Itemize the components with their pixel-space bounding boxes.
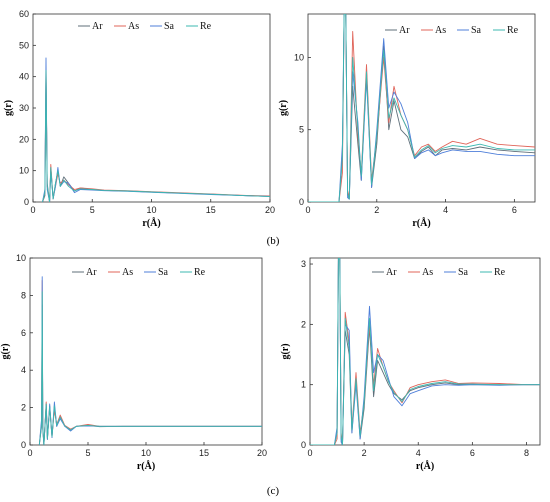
x-tick-label: 2 <box>374 205 379 215</box>
panel-b-left: 0 5 10 15 20 0 10 20 30 40 50 60 r(Å) g(r) Ar As Sa Re <box>3 9 275 229</box>
legend-label-sa: Sa <box>158 267 169 278</box>
y-tick-label: 8 <box>21 290 26 300</box>
y-tick-label: 0 <box>21 440 26 450</box>
series-line-re <box>38 291 262 445</box>
series-line-re <box>308 14 535 202</box>
y-tick-label: 20 <box>19 134 29 144</box>
x-tick-label: 8 <box>524 448 529 458</box>
x-tick-label: 6 <box>512 205 517 215</box>
x-tick-label: 2 <box>362 448 367 458</box>
x-tick-label: 0 <box>27 448 32 458</box>
series-line-ar <box>42 76 270 202</box>
x-tick-label: 20 <box>265 205 275 215</box>
y-tick-label: 0 <box>301 440 306 450</box>
panel-c-right: 0 2 4 6 8 0 1 2 3 r(Å) g(r) Ar As Sa Re <box>280 257 541 472</box>
legend-label-as: As <box>128 21 139 32</box>
y-axis-label: g(r) <box>280 343 291 359</box>
series-line-re <box>310 258 540 445</box>
x-axis-label: r(Å) <box>412 217 430 229</box>
x-tick-label: 4 <box>443 205 448 215</box>
caption-c: (c) <box>267 485 280 497</box>
series-line-ar <box>38 304 262 445</box>
legend-label-sa: Sa <box>471 25 482 36</box>
x-tick-label: 0 <box>305 205 310 215</box>
y-axis-label: g(r) <box>0 343 11 359</box>
y-tick-label: 30 <box>19 103 29 113</box>
x-tick-label: 20 <box>257 448 267 458</box>
y-tick-label: 2 <box>301 319 306 329</box>
x-tick-label: 5 <box>90 205 95 215</box>
y-tick-label: 10 <box>294 52 304 62</box>
legend-label-ar: Ar <box>86 267 97 278</box>
plot-frame <box>307 13 536 203</box>
series-group <box>38 276 262 445</box>
y-tick-label: 10 <box>19 166 29 176</box>
series-line-as <box>38 279 262 445</box>
plot-frame <box>32 13 271 203</box>
plot-frame <box>29 257 263 446</box>
x-tick-label: 4 <box>416 448 421 458</box>
y-tick-label: 2 <box>21 403 26 413</box>
x-tick-label: 5 <box>85 448 90 458</box>
legend-label-re: Re <box>494 267 506 278</box>
y-tick-label: 0 <box>24 197 29 207</box>
y-axis-label: g(r) <box>3 100 14 116</box>
y-axis-label: g(r) <box>278 100 289 116</box>
x-tick-label: 10 <box>141 448 151 458</box>
series-line-as <box>42 63 270 202</box>
y-tick-label: 40 <box>19 72 29 82</box>
x-tick-label: 15 <box>199 448 209 458</box>
plot-frame <box>309 257 541 446</box>
legend-label-as: As <box>422 267 433 278</box>
series-line-sa <box>38 276 262 445</box>
legend-label-sa: Sa <box>458 267 469 278</box>
x-tick-label: 15 <box>206 205 216 215</box>
series-group <box>310 258 540 445</box>
y-tick-label: 1 <box>301 380 306 390</box>
legend-label-re: Re <box>194 267 206 278</box>
legend-label-sa: Sa <box>164 21 175 32</box>
y-tick-label: 5 <box>299 125 304 135</box>
y-tick-label: 3 <box>301 259 306 269</box>
y-tick-label: 10 <box>16 253 26 263</box>
x-tick-label: 0 <box>307 448 312 458</box>
panel-c-left: 0 5 10 15 20 0 2 4 6 8 10 r(Å) g(r) Ar As Sa Re <box>0 253 267 472</box>
y-tick-label: 4 <box>21 365 26 375</box>
series-line-sa <box>42 57 270 202</box>
y-tick-label: 60 <box>19 9 29 19</box>
y-tick-label: 6 <box>21 328 26 338</box>
series-line-re <box>42 69 270 202</box>
x-tick-label: 0 <box>30 205 35 215</box>
y-tick-label: 0 <box>299 197 304 207</box>
legend-label-re: Re <box>507 25 519 36</box>
series-group <box>308 14 535 202</box>
panel-b-right: 0 2 4 6 0 5 10 r(Å) g(r) Ar As Sa Re <box>278 13 536 229</box>
legend-label-as: As <box>435 25 446 36</box>
legend-label-re: Re <box>200 21 212 32</box>
y-tick-label: 50 <box>19 40 29 50</box>
legend-label-as: As <box>122 267 133 278</box>
series-line-as <box>308 14 535 202</box>
x-axis-label: r(Å) <box>416 460 434 472</box>
legend-label-ar: Ar <box>92 21 103 32</box>
x-axis-label: r(Å) <box>142 217 160 229</box>
x-tick-label: 6 <box>470 448 475 458</box>
series-group <box>42 57 270 202</box>
legend-label-ar: Ar <box>386 267 397 278</box>
x-axis-label: r(Å) <box>137 460 155 472</box>
x-tick-label: 10 <box>146 205 156 215</box>
caption-b: (b) <box>267 235 280 247</box>
legend-label-ar: Ar <box>399 25 410 36</box>
